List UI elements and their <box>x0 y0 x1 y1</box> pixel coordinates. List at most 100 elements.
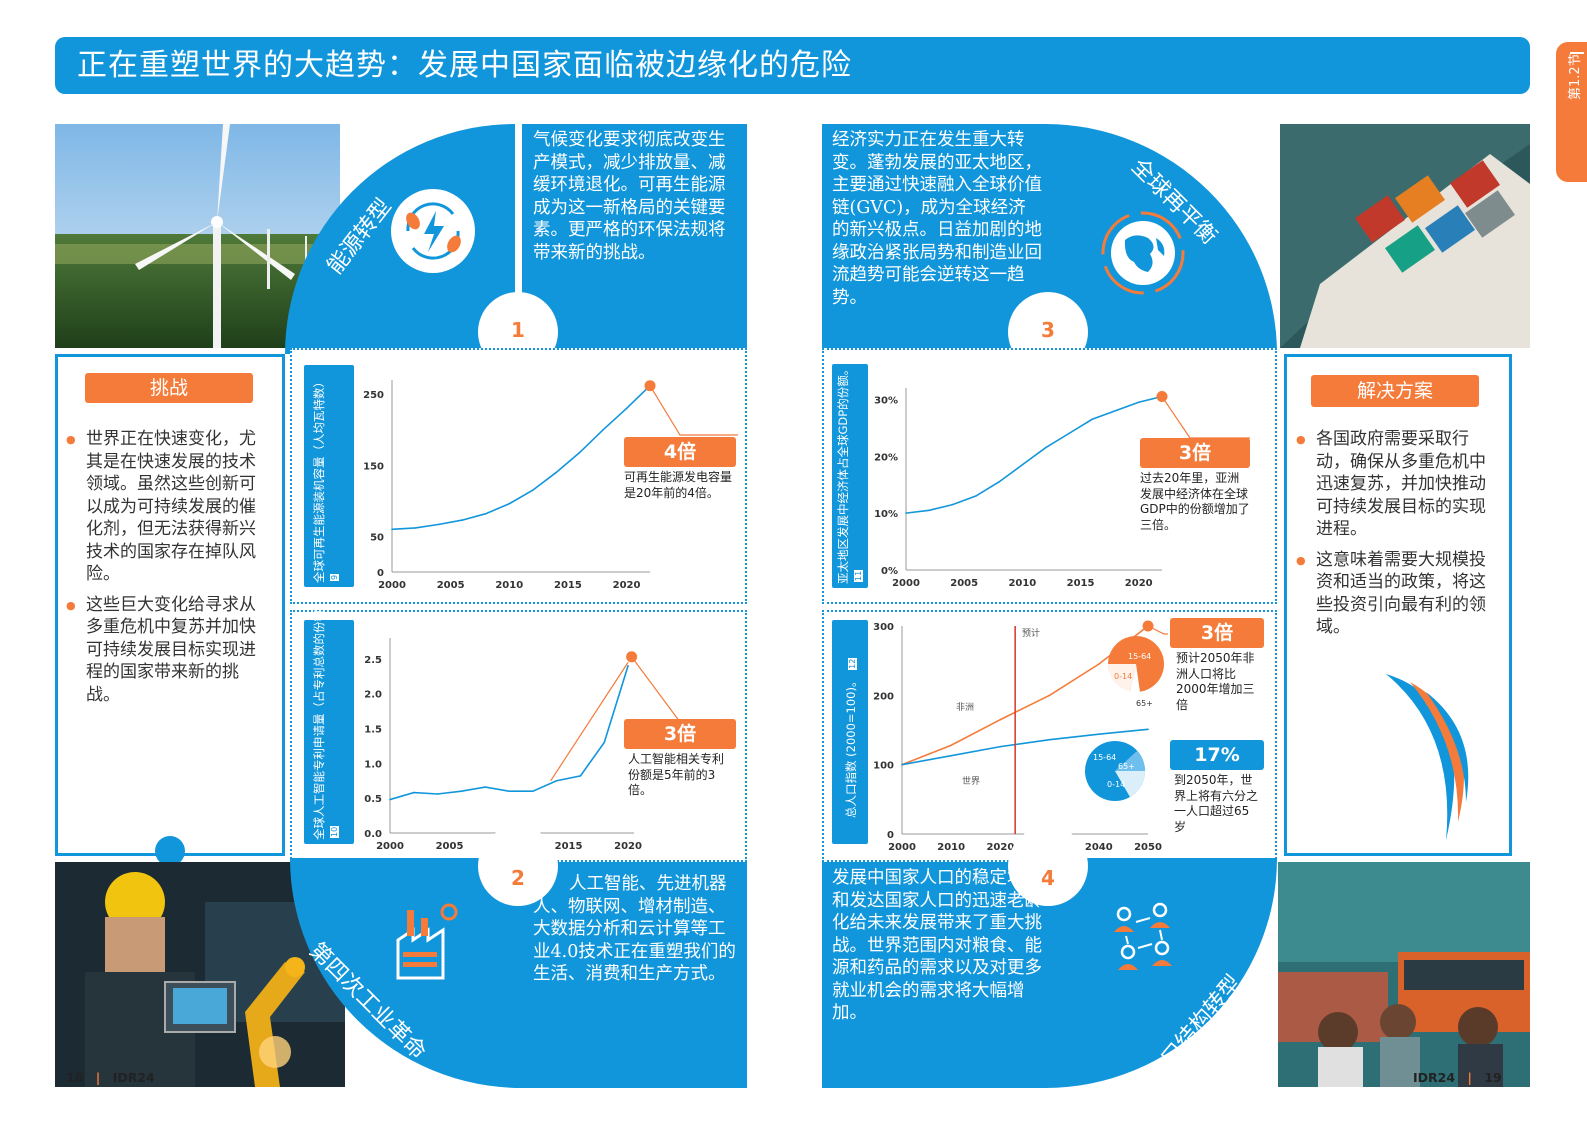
data-point <box>1048 738 1051 741</box>
y-tick-label: 20% <box>874 452 898 463</box>
world-pie-label-young: 0-14 <box>1107 780 1126 789</box>
series-line <box>905 395 1163 514</box>
data-point <box>627 665 629 667</box>
chart4-ylabel-bar: 总人口指数 (2000=100)。 12 <box>832 620 868 844</box>
x-tick-label: 2000 <box>376 841 404 852</box>
data-point <box>901 763 903 766</box>
callout-leader <box>1147 625 1168 635</box>
chart2-callout-value: 3倍 <box>624 719 736 749</box>
data-point <box>1021 463 1024 466</box>
data-point <box>531 489 534 492</box>
x-tick-label: 2000 <box>888 842 916 853</box>
data-point <box>460 790 463 793</box>
data-point <box>1114 409 1117 412</box>
data-point <box>1098 733 1100 735</box>
chart-renewable-capacity <box>290 348 747 604</box>
factory-icon <box>393 900 463 980</box>
rebalance-description: 经济实力正在发生重大转变。蓬勃发展的亚太地区，主要通过快速融入全球价值链(GVC… <box>832 130 1042 308</box>
data-point <box>508 502 511 505</box>
world-pie-label-working: 15-64 <box>1093 753 1117 762</box>
callout-leader <box>649 385 738 436</box>
data-point <box>1068 432 1070 435</box>
data-point <box>603 741 606 744</box>
demographic-text-panel <box>822 862 1047 1088</box>
x-tick-label: 2015 <box>555 841 583 852</box>
chart4-ref: 12 <box>848 657 857 670</box>
industry40-panel <box>290 858 530 1088</box>
theme-number-2-text: 2 <box>511 866 525 890</box>
y-tick-label: 250 <box>363 390 384 401</box>
data-point <box>578 451 581 454</box>
energy-description: 气候变化要求彻底改变生产模式，减少排放量、减缓环境退化。可再生能源成为这一新格局… <box>533 130 726 263</box>
data-point <box>555 471 557 474</box>
y-tick-label: 50 <box>370 532 384 543</box>
theme-number-4-text: 4 <box>1041 866 1055 890</box>
y-tick-label: 150 <box>363 461 384 472</box>
x-tick-label: 2010 <box>495 580 523 591</box>
y-tick-label: 200 <box>873 691 894 702</box>
page-title-banner: 正在重塑世界的大趋势：发展中国家面临被边缘化的危险 <box>55 37 1530 94</box>
y-tick-label: 10% <box>874 509 898 520</box>
chart-population-index <box>822 610 1277 862</box>
section-tab-label: 第1.2节 <box>1568 53 1583 100</box>
theme-number-2: 2 <box>478 826 558 906</box>
data-point <box>999 745 1002 748</box>
chart3-callout-text: 过去20年里，亚洲发展中经济体在全球GDP中的份额增加了三倍。 <box>1140 471 1250 532</box>
data-point <box>602 428 604 431</box>
chart1-ref: 9 <box>330 573 339 581</box>
data-point <box>414 527 417 529</box>
data-point <box>1147 728 1149 731</box>
data-point <box>508 790 510 793</box>
series-line <box>901 728 1149 766</box>
tab-divider <box>1570 52 1584 54</box>
world-pie-label-elderly: 65+ <box>1118 762 1135 771</box>
energy-icon <box>388 186 478 276</box>
people-icon <box>1110 900 1180 980</box>
solution-bullet: 各国政府需要采取行动，确保从多重危机中迅速复苏，并加快推动可持续发展目标的实现进… <box>1296 428 1500 541</box>
trend-arrow <box>550 662 629 782</box>
x-tick-label: 2010 <box>1008 578 1036 589</box>
chart3-plot: 30% 20% 10% 0%2000 2005 2010 2015 2020 <box>874 388 1250 589</box>
series-line <box>389 665 629 801</box>
data-point <box>951 503 954 506</box>
solution-decoration <box>1386 672 1478 842</box>
data-point <box>1091 418 1093 421</box>
data-point <box>438 523 440 526</box>
theme-number-3-text: 3 <box>1041 318 1055 342</box>
challenge-box-notch <box>155 836 185 866</box>
y-tick-label: 0.5 <box>364 794 382 805</box>
y-tick-label: 30% <box>874 395 898 406</box>
world-series-label: 世界 <box>962 777 981 787</box>
data-point <box>998 481 1000 483</box>
chart4-ylabel-text: 总人口指数 (2000=100)。 <box>844 675 858 818</box>
section-tab[interactable]: 第1.2节 <box>1556 42 1587 182</box>
x-tick-label: 2020 <box>986 842 1014 853</box>
industry40-description-text: 人工智能、先进机器人、物联网、增材制造、大数据分析和云计算等工业4.0技术正在重… <box>533 874 736 984</box>
x-tick-label: 2050 <box>1134 842 1162 853</box>
container-ship-photo <box>1280 124 1530 348</box>
challenge-list: 世界正在快速变化，尤其是在快速发展的技术领域。虽然这些创新可以成为可持续发展的催… <box>66 428 262 714</box>
forecast-label-text: 预计 <box>1022 629 1041 639</box>
data-point <box>905 512 907 514</box>
data-point <box>950 754 952 757</box>
demographic-description: 发展中国家人口的稳定增长和发达国家人口的迅速老龄化给未来发展带来了重大挑战。世界… <box>832 868 1042 1023</box>
rebalance-text-panel <box>822 124 1047 348</box>
data-point <box>413 791 415 794</box>
chart3-ylabel-text: 亚太地区发展中经济体占全球GDP的份额。 <box>836 363 850 584</box>
x-tick-label: 2020 <box>1125 578 1153 589</box>
chart4-callout2-value: 17% <box>1170 740 1264 770</box>
chart4-callout2-text: 到2050年，世界上将有六分之一人口超过65岁 <box>1174 773 1259 834</box>
y-tick-label: 0% <box>881 566 898 577</box>
chart3-ylabel-bar: 亚太地区发展中经济体占全球GDP的份额。 11 <box>832 364 868 588</box>
africa-age-pie <box>1106 634 1166 708</box>
left-publication: IDR24 <box>112 1070 155 1085</box>
chart2-ylabel-text: 全球人工智能专利申请量（占专利总数的份额） <box>312 598 326 841</box>
y-tick-label: 100 <box>873 761 894 772</box>
x-tick-label: 2020 <box>614 841 642 852</box>
data-point <box>1098 663 1100 665</box>
chart1-ylabel-bar: 全球可再生能源装机容量（人均瓦特数） 9 <box>304 365 354 587</box>
callout-leader <box>631 656 736 723</box>
africa-pie-label-young: 0-14 <box>1114 672 1133 681</box>
callout-leader <box>1161 396 1250 439</box>
